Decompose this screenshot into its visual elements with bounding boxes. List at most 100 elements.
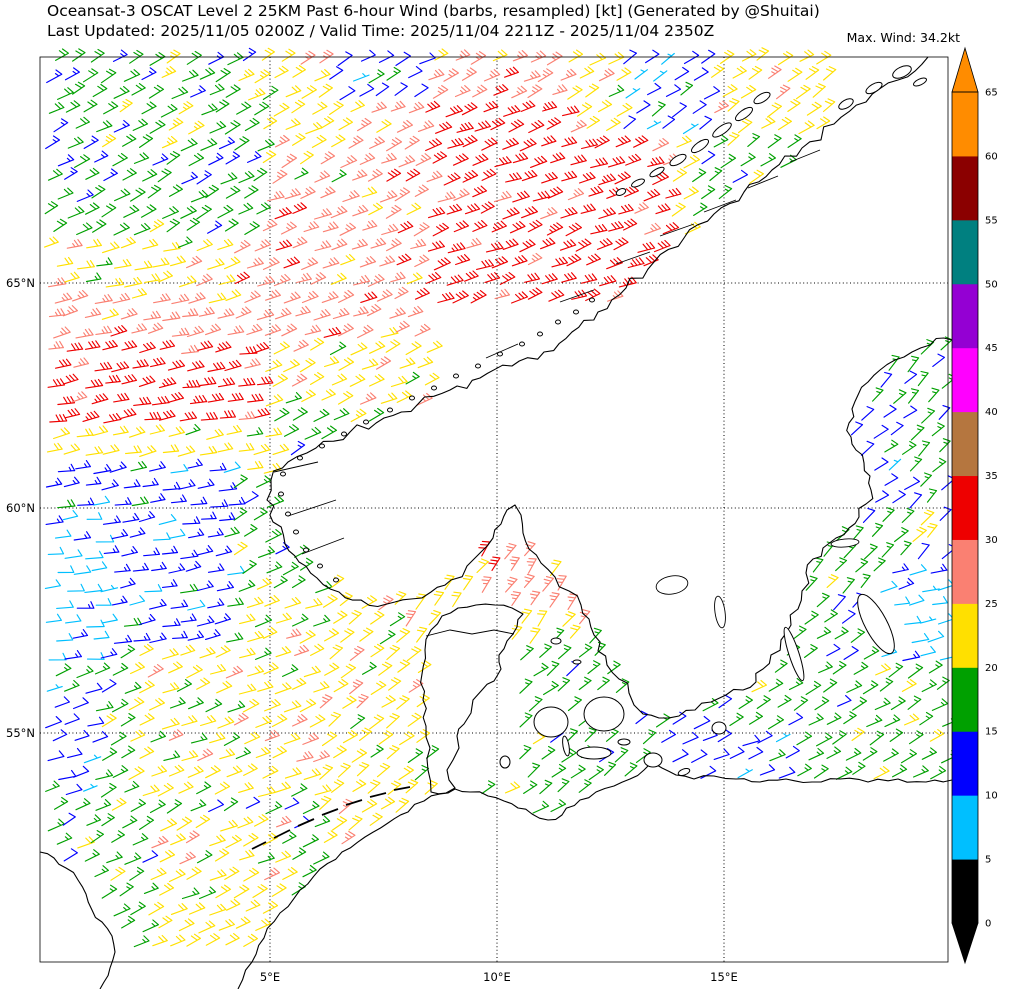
wind-barb: [63, 848, 78, 862]
wind-barb: [302, 864, 317, 878]
wind-barb: [83, 783, 98, 792]
wind-barb: [461, 67, 477, 81]
wind-barb: [112, 698, 129, 713]
wind-barb: [360, 291, 378, 303]
wind-barb: [112, 765, 129, 778]
wind-barb: [616, 67, 632, 81]
wind-barb: [851, 525, 864, 542]
wind-barb: [253, 507, 268, 521]
wind-barb: [331, 238, 348, 251]
wind-barb: [284, 596, 302, 609]
wind-barb: [257, 852, 275, 864]
wind-barb: [86, 619, 105, 628]
wind-barb: [197, 545, 214, 556]
wind-barb: [341, 830, 356, 845]
fjord-line: [703, 199, 737, 213]
wind-barb: [816, 592, 830, 608]
wind-barb: [546, 660, 560, 676]
wind-barb: [44, 201, 59, 215]
wind-barb: [244, 290, 261, 303]
wind-barb: [73, 765, 90, 778]
island-skerry-3: [555, 319, 561, 325]
wind-barb: [580, 273, 598, 284]
wind-barb: [95, 325, 113, 335]
wind-barb: [922, 585, 940, 593]
wind-barb: [133, 632, 151, 642]
wind-barb: [208, 152, 224, 166]
wind-barb: [168, 184, 183, 197]
wind-barb: [378, 730, 394, 745]
wind-barb: [512, 152, 529, 164]
lat-tick-label: 65°N: [6, 276, 35, 290]
island-skerry-19: [293, 529, 299, 535]
wind-barb: [47, 546, 65, 555]
wind-barb: [361, 595, 378, 609]
wind-barb: [826, 574, 839, 588]
wind-barb: [62, 510, 79, 521]
wind-barb: [271, 713, 288, 728]
wind-barb: [370, 744, 384, 758]
wind-barb: [254, 814, 269, 827]
wind-barb: [139, 680, 155, 694]
wind-barb: [720, 49, 735, 64]
wind-barb: [57, 87, 74, 100]
wind-barb: [898, 577, 915, 590]
wind-barb: [265, 394, 284, 407]
wind-barb: [92, 731, 109, 743]
wind-barb: [292, 202, 307, 214]
wind-barb: [812, 557, 824, 573]
wind-barb: [180, 644, 196, 656]
fjord-line: [615, 251, 651, 265]
island-skerry-9: [431, 385, 437, 391]
wind-barb: [561, 272, 577, 283]
colorbar-under-arrow: [951, 922, 979, 965]
island-anholt: [572, 659, 582, 665]
wind-barb: [832, 660, 847, 675]
wind-barb: [414, 323, 431, 337]
wind-barb: [892, 764, 908, 778]
wind-barb: [476, 558, 489, 574]
wind-barb: [693, 715, 711, 730]
wind-barb: [102, 747, 118, 761]
wind-barb: [900, 540, 912, 556]
wind-barb: [370, 643, 385, 658]
wind-barb: [275, 850, 292, 863]
wind-barb: [826, 746, 842, 759]
wind-barb: [248, 88, 266, 101]
wind-barb: [386, 644, 401, 661]
wind-barb: [445, 105, 463, 118]
wind-barb: [332, 816, 348, 831]
wind-barb: [224, 866, 240, 880]
wind-barb: [519, 138, 537, 152]
wind-barb: [207, 563, 225, 573]
wind-barb: [351, 748, 368, 763]
wind-barb: [244, 358, 261, 369]
wind-barb: [776, 84, 791, 100]
wind-barb: [426, 745, 440, 759]
wind-barb: [103, 413, 122, 424]
colorbar-tick-label: 35: [985, 471, 998, 482]
wind-barb: [103, 168, 118, 182]
wind-barb: [348, 609, 362, 625]
wind-barb: [264, 324, 282, 336]
wind-barb: [472, 153, 489, 166]
wind-barb: [217, 716, 235, 729]
colorbar-segment: [952, 283, 978, 349]
wind-barb: [177, 445, 196, 457]
wind-barb: [87, 716, 105, 727]
wind-barb: [149, 598, 167, 610]
wind-barb: [123, 204, 140, 218]
wind-barb: [578, 171, 596, 184]
wind-barb: [257, 680, 274, 692]
wind-barb: [101, 884, 118, 899]
wind-barb: [357, 324, 374, 339]
wind-barb: [333, 610, 348, 624]
wind-barb: [166, 218, 181, 233]
wind-barb: [511, 255, 528, 267]
wind-barb: [238, 683, 257, 695]
wind-barb: [875, 490, 890, 503]
wind-barb: [748, 746, 764, 760]
wind-barb: [48, 102, 65, 114]
wind-barb: [541, 171, 558, 184]
wind-barb: [350, 408, 367, 423]
